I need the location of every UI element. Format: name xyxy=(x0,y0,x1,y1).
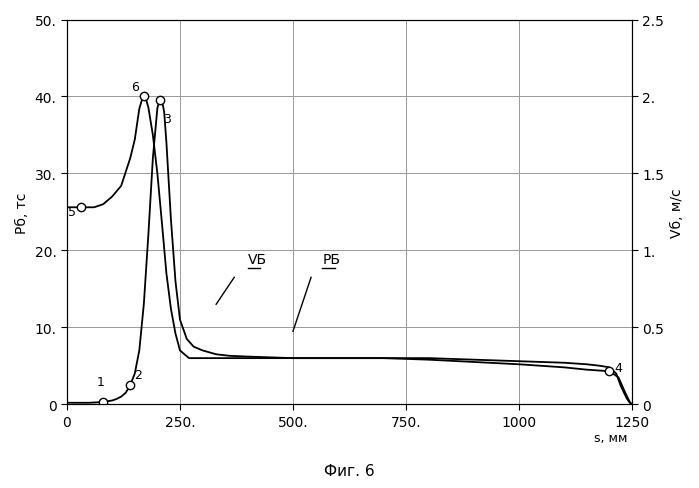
Text: 1: 1 xyxy=(97,375,105,388)
Text: VБ: VБ xyxy=(247,252,267,266)
Text: 6: 6 xyxy=(131,81,139,93)
Text: Фиг. 6: Фиг. 6 xyxy=(324,463,375,478)
Y-axis label: Рб, тс: Рб, тс xyxy=(15,192,29,233)
Text: 5: 5 xyxy=(68,205,76,218)
Text: 2: 2 xyxy=(134,368,142,382)
Y-axis label: Vб, м/с: Vб, м/с xyxy=(670,188,684,237)
Text: 4: 4 xyxy=(615,361,623,374)
Text: PБ: PБ xyxy=(322,252,340,266)
Text: s, мм: s, мм xyxy=(594,431,628,445)
Text: 3: 3 xyxy=(164,113,171,125)
